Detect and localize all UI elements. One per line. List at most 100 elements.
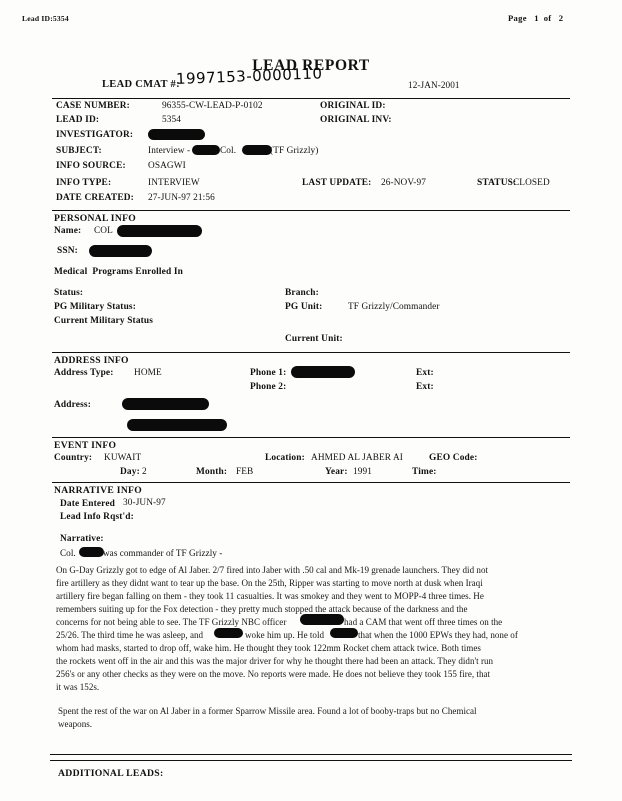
- ext2-label: Ext:: [416, 382, 434, 392]
- address-type-label: Address Type:: [54, 368, 114, 378]
- subject-label: SUBJECT:: [56, 146, 102, 156]
- medical-programs-label: Medical Programs Enrolled In: [54, 267, 183, 277]
- case-number-value: 96355-CW-LEAD-P-0102: [162, 101, 263, 111]
- branch-label: Branch:: [285, 288, 319, 298]
- page-indicator: Page 1 of 2: [508, 13, 564, 23]
- country-value: KUWAIT: [104, 453, 142, 463]
- subject-value-mid: Col.: [220, 146, 237, 156]
- redaction-subject-name-1: [192, 145, 220, 155]
- section-address-info-title: ADDRESS INFO: [54, 355, 129, 366]
- narrative-body-line-12: weapons.: [58, 719, 93, 729]
- info-type-value: INTERVIEW: [148, 178, 200, 188]
- status-value: CLOSED: [513, 178, 550, 188]
- report-date: 12-JAN-2001: [408, 80, 460, 90]
- narrative-body-line-4: remembers suiting up for the Fox detecti…: [56, 604, 468, 614]
- year-label: Year:: [325, 467, 348, 477]
- pg-unit-label: PG Unit:: [285, 302, 323, 312]
- subject-value-post: (TF Grizzly): [270, 146, 319, 156]
- original-id-label: ORIGINAL ID:: [320, 101, 386, 111]
- location-label: Location:: [265, 453, 305, 463]
- lead-info-rqstd-label: Lead Info Rqst'd:: [60, 512, 134, 522]
- redaction-investigator: [148, 129, 205, 140]
- narrative-body-line-7: whom had masks, started to drop off, wak…: [56, 643, 481, 653]
- investigator-label: INVESTIGATOR:: [56, 130, 134, 140]
- narrative-intro-post: was commander of TF Grizzly -: [103, 548, 223, 558]
- month-value: FEB: [236, 467, 254, 477]
- info-source-label: INFO SOURCE:: [56, 161, 126, 171]
- lead-id-label: LEAD ID:: [56, 115, 100, 125]
- day-label: Day:: [120, 467, 140, 477]
- redaction-name: [117, 225, 202, 237]
- section-event-info-title: EVENT INFO: [54, 440, 117, 451]
- rule-additional-leads-top-2: [50, 760, 572, 761]
- date-created-label: DATE CREATED:: [56, 193, 134, 203]
- redaction-narrative-name-2: [214, 628, 243, 638]
- rule-narrative-info-top: [52, 482, 570, 483]
- narrative-body-line-3: artillery fire began falling on them - t…: [56, 591, 484, 601]
- year-value: 1991: [353, 467, 372, 477]
- original-inv-label: ORIGINAL INV:: [320, 115, 392, 125]
- last-update-label: LAST UPDATE:: [302, 178, 372, 188]
- section-narrative-info-title: NARRATIVE INFO: [54, 485, 142, 496]
- narrative-body-line-10: it was 152s.: [56, 682, 100, 692]
- lead-id-stamp: Lead ID:5354: [22, 14, 69, 23]
- status-row-label: Status:: [54, 288, 84, 298]
- rule-personal-info-top: [52, 210, 570, 211]
- rule-address-info-top: [52, 352, 570, 353]
- geo-code-label: GEO Code:: [429, 453, 478, 463]
- ssn-label: SSN:: [57, 246, 78, 256]
- date-created-value: 27-JUN-97 21:56: [148, 193, 215, 203]
- redaction-narrative-nbc-officer: [300, 614, 344, 625]
- redaction-narrative-name-3: [330, 628, 358, 638]
- redaction-ssn: [89, 245, 152, 257]
- pg-unit-value: TF Grizzly/Commander: [348, 302, 440, 312]
- info-source-value: OSAGWI: [148, 161, 186, 171]
- redaction-narrative-intro-name: [79, 547, 104, 557]
- lead-id-value: 5354: [162, 115, 181, 125]
- case-number-label: CASE NUMBER:: [56, 101, 130, 111]
- narrative-body-line-6c: that when the 1000 EPWs they had, none o…: [358, 630, 518, 640]
- address-type-value: HOME: [134, 368, 162, 378]
- ext1-label: Ext:: [416, 368, 434, 378]
- month-label: Month:: [196, 467, 228, 477]
- narrative-body-line-5a: concerns for not being able to see. The …: [56, 617, 287, 627]
- narrative-body-line-5b: had a CAM that went off three times on t…: [344, 617, 503, 627]
- name-label: Name:: [54, 226, 82, 236]
- location-value: AHMED AL JABER AI: [311, 453, 404, 463]
- page-title: LEAD REPORT: [252, 57, 370, 74]
- current-military-status-label: Current Military Status: [54, 316, 154, 326]
- phone2-label: Phone 2:: [250, 382, 287, 392]
- name-value: COL: [94, 226, 113, 236]
- country-label: Country:: [54, 453, 93, 463]
- section-additional-leads-title: ADDITIONAL LEADS:: [58, 768, 164, 779]
- redaction-phone1: [291, 366, 355, 378]
- narrative-label: Narrative:: [60, 534, 104, 544]
- rule-top: [52, 98, 570, 99]
- address-label: Address:: [54, 400, 91, 410]
- rule-event-info-top: [52, 437, 570, 438]
- info-type-label: INFO TYPE:: [56, 178, 112, 188]
- narrative-body-line-6b: woke him up. He told: [245, 630, 325, 640]
- section-personal-info-title: PERSONAL INFO: [54, 213, 136, 224]
- current-unit-label: Current Unit:: [285, 334, 343, 344]
- redaction-subject-name-2: [242, 145, 272, 155]
- rule-additional-leads-top-1: [50, 754, 572, 755]
- subject-value-pre: Interview -: [148, 146, 191, 156]
- date-entered-label: Date Entered: [60, 499, 116, 509]
- last-update-value: 26-NOV-97: [381, 178, 426, 188]
- narrative-body-line-6a: 25/26. The third time he was asleep, and: [56, 630, 204, 640]
- phone1-label: Phone 1:: [250, 368, 287, 378]
- redaction-address-line-1: [122, 398, 209, 410]
- narrative-intro-pre: Col.: [60, 548, 76, 558]
- status-label: STATUS:: [477, 178, 517, 188]
- redaction-address-line-2: [127, 419, 227, 431]
- time-label: Time:: [412, 467, 437, 477]
- narrative-body-line-1: On G-Day Grizzly got to edge of Al Jaber…: [56, 565, 489, 575]
- date-entered-value: 30-JUN-97: [123, 498, 166, 508]
- narrative-body-line-2: fire artillery as they didnt want to tea…: [56, 578, 483, 588]
- narrative-body-line-9: 256's or any other checks as they were o…: [56, 669, 491, 679]
- day-value: 2: [142, 467, 147, 477]
- lead-cmat-label: LEAD CMAT #:: [102, 79, 180, 90]
- narrative-body-line-11: Spent the rest of the war on Al Jaber in…: [58, 706, 477, 716]
